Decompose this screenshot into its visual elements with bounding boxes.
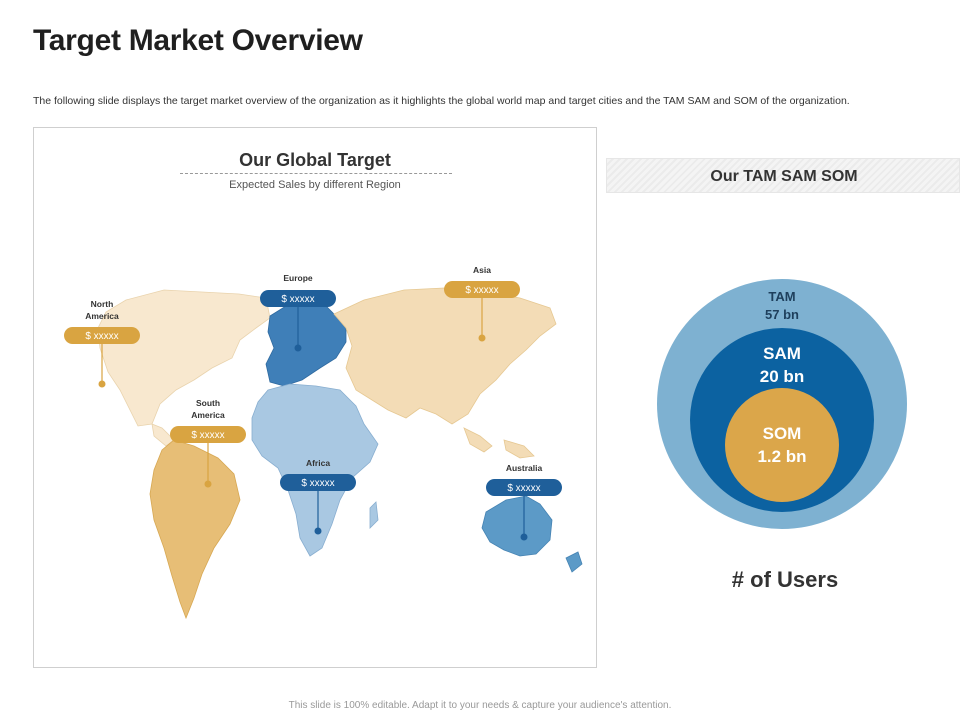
tam-sam-som-header: Our TAM SAM SOM [606,158,960,193]
pill-australia-value: $ xxxxx [507,483,540,494]
region-label-south-america-line2: America [191,410,225,420]
sam-name: SAM [763,344,801,363]
users-caption: # of Users [731,567,839,592]
som-circle [725,388,839,502]
pill-australia[interactable]: $ xxxxx [486,479,562,541]
world-map: North America Europe Asia South America … [64,265,583,620]
land-asia [333,287,557,459]
map-subheading: Expected Sales by different Region [229,179,401,191]
som-value: 1.2 bn [757,447,806,466]
region-label-asia: Asia [473,265,491,275]
pill-south-america-value: $ xxxxx [191,430,224,441]
region-label-south-america: South [196,398,220,408]
pill-north-america-value: $ xxxxx [85,331,118,342]
region-label-australia: Australia [506,463,543,473]
pill-asia-value: $ xxxxx [465,285,498,296]
tam-name: TAM [768,289,795,304]
land-north-america [97,289,271,447]
pill-asia[interactable]: $ xxxxx [444,281,520,342]
land-south-america [149,439,241,620]
region-label-europe: Europe [283,273,313,283]
global-target-panel: Our Global Target Expected Sales by diff… [33,127,597,668]
land-africa [251,383,379,557]
region-label-africa: Africa [306,458,330,468]
som-name: SOM [763,424,802,443]
tam-sam-som-header-label: Our TAM SAM SOM [710,168,858,185]
sam-value: 20 bn [760,367,804,386]
pill-south-america[interactable]: $ xxxxx [170,426,246,488]
pill-africa-value: $ xxxxx [301,478,334,489]
land-australia [481,495,583,573]
pill-africa[interactable]: $ xxxxx [280,474,356,535]
slide-subtitle: The following slide displays the target … [33,95,850,107]
slide-title: Target Market Overview [33,24,363,57]
slide-footer: This slide is 100% editable. Adapt it to… [288,700,672,711]
map-heading-divider [180,173,452,174]
pill-europe[interactable]: $ xxxxx [260,290,336,352]
tam-sam-som-diagram: TAM 57 bn SAM 20 bn SOM 1.2 bn [657,279,907,529]
region-label-north-america-line2: America [85,311,119,321]
tam-value: 57 bn [765,307,799,322]
region-label-north-america: North [91,299,114,309]
pill-north-america[interactable]: $ xxxxx [64,327,140,388]
pill-europe-value: $ xxxxx [281,294,314,305]
map-heading: Our Global Target [239,150,391,170]
